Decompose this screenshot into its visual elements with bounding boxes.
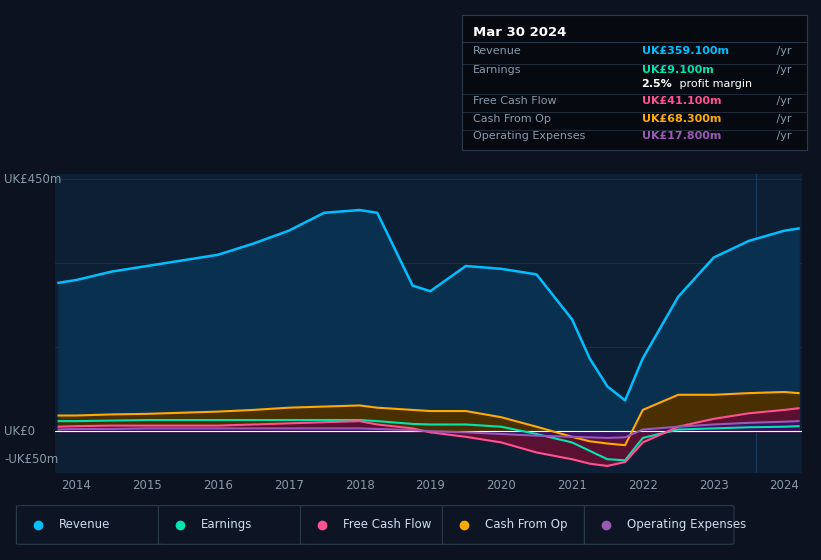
Text: Mar 30 2024: Mar 30 2024: [473, 26, 566, 39]
Text: /yr: /yr: [773, 114, 791, 124]
Text: /yr: /yr: [773, 65, 791, 75]
Text: UK£9.100m: UK£9.100m: [641, 65, 713, 75]
Text: /yr: /yr: [773, 96, 791, 106]
Text: Revenue: Revenue: [59, 519, 110, 531]
Text: UK£450m: UK£450m: [4, 172, 62, 186]
FancyBboxPatch shape: [585, 506, 734, 544]
Text: -UK£50m: -UK£50m: [4, 452, 58, 466]
FancyBboxPatch shape: [16, 506, 166, 544]
Text: Cash From Op: Cash From Op: [473, 114, 550, 124]
Text: Earnings: Earnings: [473, 65, 521, 75]
Text: UK£68.300m: UK£68.300m: [641, 114, 721, 124]
FancyBboxPatch shape: [300, 506, 450, 544]
Text: Revenue: Revenue: [473, 46, 521, 56]
FancyBboxPatch shape: [443, 506, 592, 544]
Text: 2.5%: 2.5%: [641, 79, 672, 89]
Text: Free Cash Flow: Free Cash Flow: [473, 96, 556, 106]
FancyBboxPatch shape: [158, 506, 308, 544]
Text: Operating Expenses: Operating Expenses: [626, 519, 746, 531]
Text: /yr: /yr: [773, 132, 791, 141]
Text: Cash From Op: Cash From Op: [484, 519, 567, 531]
Text: profit margin: profit margin: [676, 79, 752, 89]
Text: UK£0: UK£0: [4, 424, 35, 438]
Text: /yr: /yr: [773, 46, 791, 56]
Text: Earnings: Earnings: [200, 519, 252, 531]
Text: Free Cash Flow: Free Cash Flow: [342, 519, 431, 531]
Text: UK£41.100m: UK£41.100m: [641, 96, 721, 106]
Text: UK£17.800m: UK£17.800m: [641, 132, 721, 141]
Text: UK£359.100m: UK£359.100m: [641, 46, 728, 56]
Text: Operating Expenses: Operating Expenses: [473, 132, 585, 141]
